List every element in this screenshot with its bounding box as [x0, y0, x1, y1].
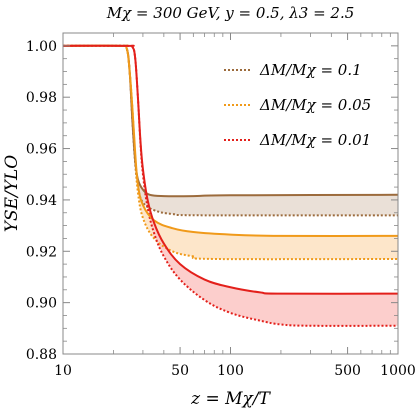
legend-label-1: ΔM/Mχ = 0.05 [259, 96, 371, 114]
y-tick-label: 0.96 [26, 142, 57, 158]
band-fills [63, 45, 398, 326]
legend-label-2: ΔM/Mχ = 0.01 [259, 131, 371, 149]
y-axis-label: YSE/YLO [2, 155, 22, 233]
chart-title: Mχ = 300 GeV, y = 0.5, λ3 = 2.5 [106, 4, 355, 22]
y-tick-label: 0.98 [26, 90, 57, 106]
title-text: Mχ = 300 GeV, y = 0.5, λ3 = 2.5 [106, 4, 355, 22]
band-fill-0 [63, 45, 398, 216]
x-tick-label: 10 [54, 363, 72, 379]
y-tick-label: 0.94 [26, 193, 57, 209]
series-dotted-line-2 [62, 44, 399, 327]
legend: ΔM/Mχ = 0.1 ΔM/Mχ = 0.05 ΔM/Mχ = 0.01 [224, 61, 371, 149]
x-axis-label: z = Mχ/T [190, 389, 271, 409]
series-solid-line-2 [62, 44, 399, 295]
series-dotted-line-1 [62, 44, 399, 261]
legend-label-0: ΔM/Mχ = 0.1 [259, 61, 362, 79]
band-fill-2 [63, 45, 398, 326]
y-tick-label: 0.88 [26, 347, 57, 363]
axis-labels: z = Mχ/T YSE/YLO [2, 155, 272, 409]
series-solid-line-1 [62, 44, 399, 237]
y-tick-label: 0.90 [26, 296, 57, 312]
y-tick-label: 1.00 [26, 39, 57, 55]
x-tick-label: 1000 [380, 363, 416, 379]
axis-ticks: 10 50 100 500 1000 0.88 0.90 0.92 0.94 0.96 0.98 1.… [26, 33, 416, 379]
series-lines [62, 44, 399, 327]
x-tick-label: 500 [334, 363, 361, 379]
y-tick-label: 0.92 [26, 244, 57, 260]
x-tick-label: 100 [217, 363, 244, 379]
band-fill-1 [63, 45, 398, 260]
x-tick-label: 50 [171, 363, 189, 379]
